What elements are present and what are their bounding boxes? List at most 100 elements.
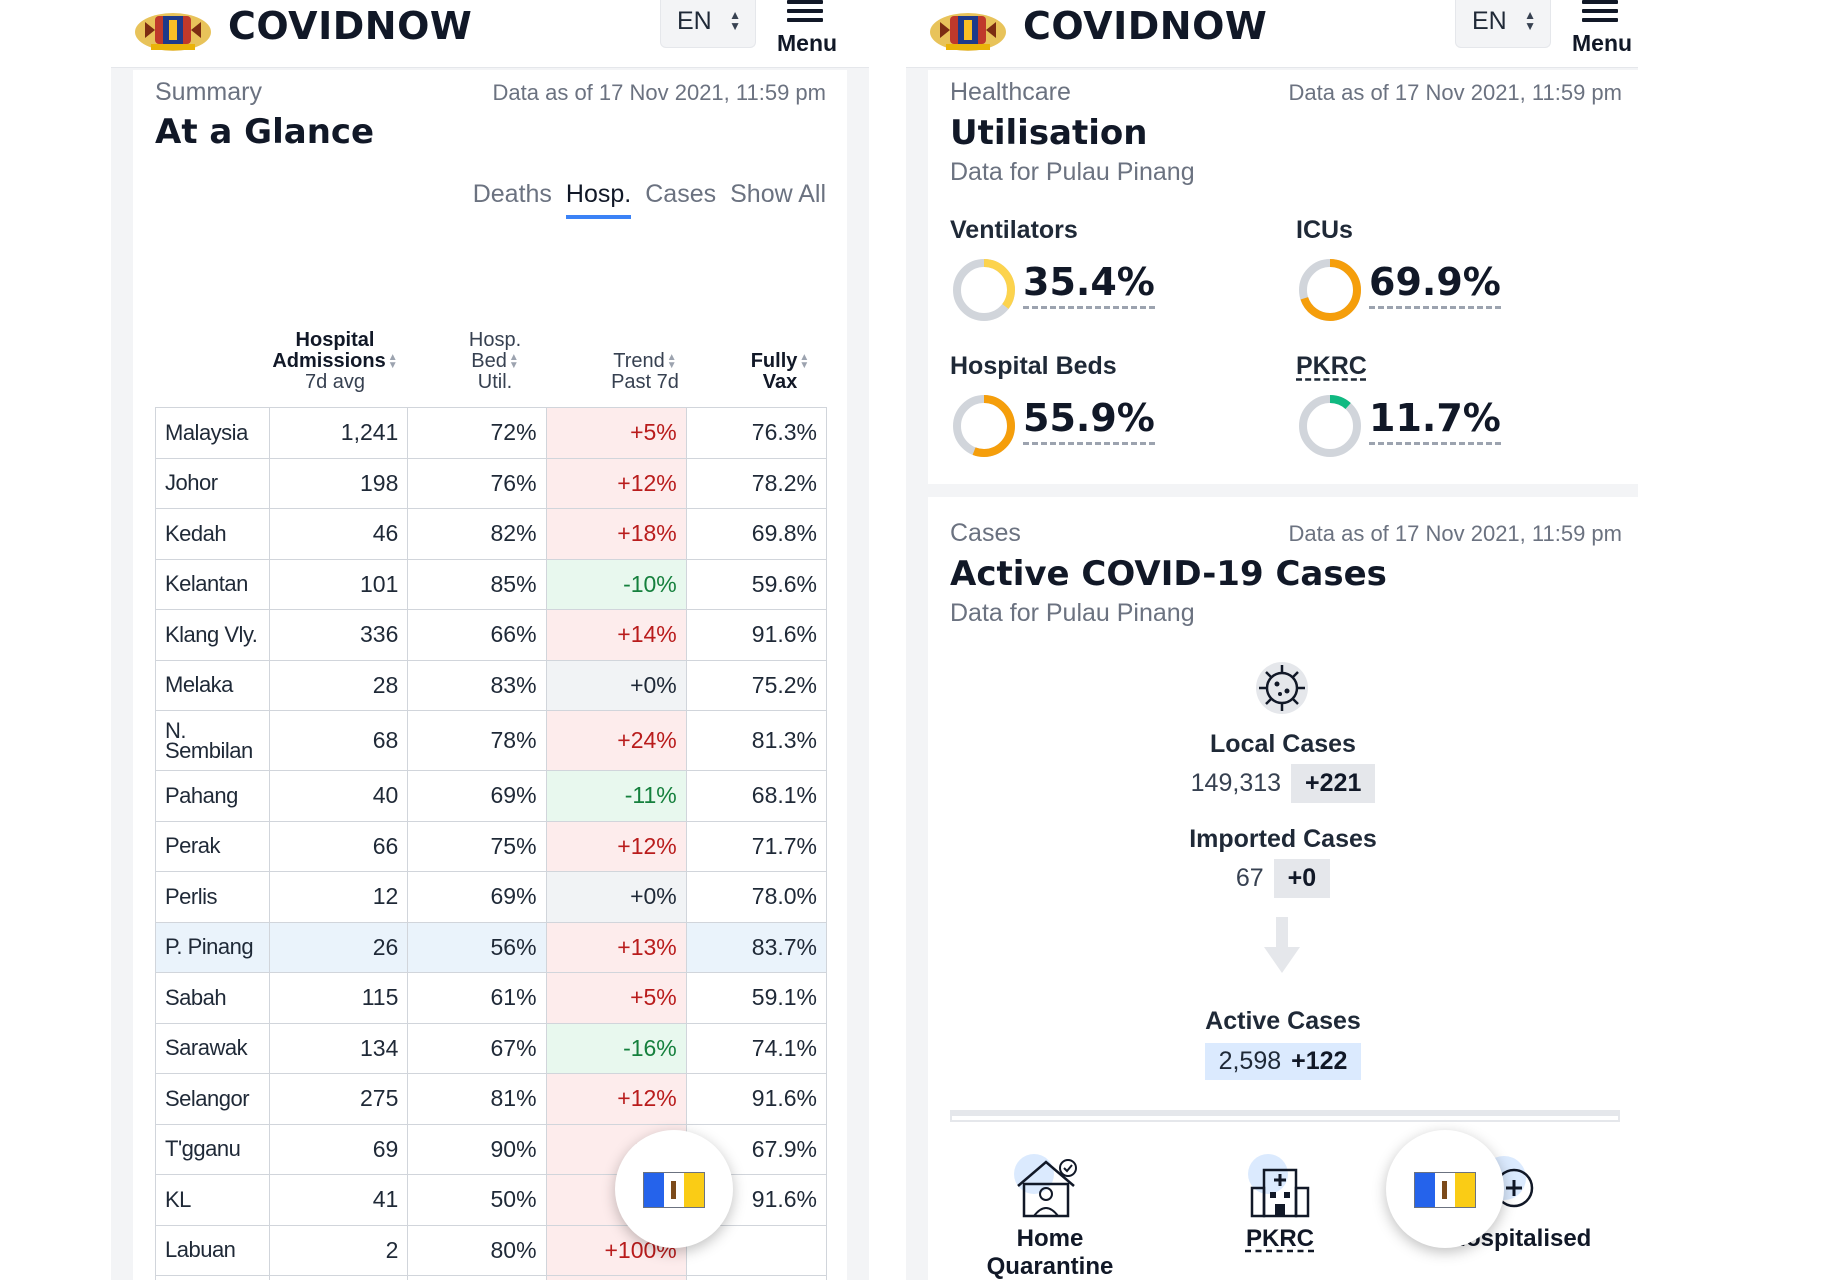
brand-name[interactable]: COVIDNOW xyxy=(1023,4,1268,48)
coat-of-arms-logo[interactable] xyxy=(133,2,213,52)
active-cases-pill: 2,598 +122 xyxy=(1204,1043,1362,1080)
hamburger-menu-icon[interactable] xyxy=(787,0,823,24)
admissions-cell: 198 xyxy=(269,457,409,509)
table-row[interactable]: Sabah 115 61% +5% 59.1% xyxy=(154,972,828,1024)
state-name-cell: Perak xyxy=(154,820,271,872)
table-row[interactable]: Perak 66 75% +12% 71.7% xyxy=(154,820,828,872)
col-header-trend[interactable]: Trend ▲ ▼ Past 7d xyxy=(611,350,679,393)
fully-vax-cell: 69.8% xyxy=(685,508,828,560)
table-row[interactable]: Kelantan 101 85% -10% 59.6% xyxy=(154,558,828,610)
language-select[interactable]: EN ▲ ▼ xyxy=(660,0,756,48)
state-name-cell: Selangor xyxy=(154,1073,271,1125)
table-row[interactable]: Putrajaya2148%+5% xyxy=(154,1275,828,1280)
language-value: EN xyxy=(677,7,712,35)
section-kicker: Cases xyxy=(950,519,1021,547)
language-select[interactable]: EN ▲ ▼ xyxy=(1455,0,1551,48)
home-quarantine-icon xyxy=(1014,1154,1077,1218)
top-navbar: COVIDNOW EN ▲ ▼ Menu xyxy=(111,0,869,68)
bed-util-cell: 72% xyxy=(407,407,547,459)
bed-util-cell: 76% xyxy=(407,457,547,509)
admissions-cell: 115 xyxy=(269,972,409,1024)
table-row[interactable]: Malaysia 1,241 72% +5% 76.3% xyxy=(154,407,828,459)
tab-show-all[interactable]: Show All xyxy=(730,180,826,208)
bed-util-cell: 48% xyxy=(407,1275,547,1280)
fully-vax-cell: 78.0% xyxy=(685,871,828,923)
brand-name[interactable]: COVIDNOW xyxy=(228,4,473,48)
table-row[interactable]: P. Pinang 26 56% +13% 83.7% xyxy=(154,921,828,973)
table-header: Hospital Admissions ▲ ▼ 7d avg Hosp. Bed ▲ ▼… xyxy=(155,258,825,398)
col-header-fully-vax[interactable]: Fully ▲ ▼ Vax xyxy=(750,350,810,393)
section-kicker: Healthcare xyxy=(950,78,1071,106)
metric-value-ventilators[interactable]: 35.4% xyxy=(1023,260,1155,309)
bed-util-cell: 69% xyxy=(407,871,547,923)
trend-cell: +5% xyxy=(545,972,687,1024)
home-quarantine-label[interactable]: Home Quarantine xyxy=(986,1225,1114,1280)
fully-vax-cell: 91.6% xyxy=(685,609,828,661)
col-header-admissions[interactable]: Hospital Admissions ▲ ▼ 7d avg xyxy=(272,329,398,393)
table-row[interactable]: Johor 198 76% +12% 78.2% xyxy=(154,457,828,509)
donut-fill xyxy=(953,395,1015,457)
fully-vax-cell: 78.2% xyxy=(685,457,828,509)
icus-donut xyxy=(1299,259,1361,321)
table-row[interactable]: Klang Vly. 336 66% +14% 91.6% xyxy=(154,609,828,661)
fully-vax-cell: 59.1% xyxy=(685,972,828,1024)
admissions-cell: 336 xyxy=(269,609,409,661)
menu-label[interactable]: Menu xyxy=(777,30,838,56)
bed-util-cell: 67% xyxy=(407,1022,547,1074)
top-navbar: COVIDNOW EN ▲ ▼ Menu xyxy=(906,0,1638,68)
state-flag-button[interactable] xyxy=(1386,1130,1504,1248)
tab-deaths[interactable]: Deaths xyxy=(472,180,552,208)
bed-util-cell: 69% xyxy=(407,770,547,822)
state-name-cell: KL xyxy=(154,1174,271,1226)
state-name-cell: N. Sembilan xyxy=(154,710,271,771)
data-as-of: Data as of 17 Nov 2021, 11:59 pm xyxy=(1288,521,1622,546)
metric-value-pkrc[interactable]: 11.7% xyxy=(1369,396,1501,445)
tab-cases[interactable]: Cases xyxy=(645,180,717,208)
metric-value-icus[interactable]: 69.9% xyxy=(1369,260,1501,309)
col-header-bed-util[interactable]: Hosp. Bed ▲ ▼ Util. xyxy=(468,329,522,393)
table-row[interactable]: Labuan 2 80% +100% xyxy=(154,1224,828,1276)
section-divider xyxy=(950,1110,1620,1122)
metric-value-hospital-beds[interactable]: 55.9% xyxy=(1023,396,1155,445)
table-row[interactable]: Selangor 275 81% +12% 91.6% xyxy=(154,1073,828,1125)
admissions-cell: 275 xyxy=(269,1073,409,1125)
state-name-cell: Putrajaya xyxy=(154,1275,271,1280)
fully-vax-cell: 75.2% xyxy=(685,659,828,711)
table-row[interactable]: Sarawak 134 67% -16% 74.1% xyxy=(154,1022,828,1074)
state-name-cell: Klang Vly. xyxy=(154,609,271,661)
table-row[interactable]: Pahang 40 69% -11% 68.1% xyxy=(154,770,828,822)
bed-util-cell: 80% xyxy=(407,1224,547,1276)
select-arrows-icon: ▲ ▼ xyxy=(1524,8,1536,33)
table-row[interactable]: N. Sembilan 68 78% +24% 81.3% xyxy=(154,710,828,771)
table-row[interactable]: Kedah 46 82% +18% 69.8% xyxy=(154,508,828,560)
admissions-cell: 2 xyxy=(269,1224,409,1276)
hospitalisation-table: Malaysia 1,241 72% +5% 76.3% Johor 198 76% +12% 7… xyxy=(154,407,828,1280)
table-row[interactable]: Melaka 28 83% +0% 75.2% xyxy=(154,659,828,711)
menu-label[interactable]: Menu xyxy=(1572,30,1633,56)
summary-card: Summary Data as of 17 Nov 2021, 11:59 pm… xyxy=(133,70,847,1280)
imported-cases-value: 67 xyxy=(1235,864,1264,892)
coat-of-arms-logo[interactable] xyxy=(928,2,1008,52)
state-name-cell: Sabah xyxy=(154,972,271,1024)
admissions-cell: 66 xyxy=(269,820,409,872)
donut-track xyxy=(1299,395,1361,457)
fully-vax-cell: 59.6% xyxy=(685,558,828,610)
state-flag-button[interactable] xyxy=(615,1130,733,1248)
filter-tabs: Deaths Hosp. Cases Show All xyxy=(473,180,826,219)
local-cases-label: Local Cases xyxy=(1210,730,1356,758)
donut-fill xyxy=(953,259,1015,321)
fully-vax-cell: 76.3% xyxy=(685,407,828,459)
section-title: Utilisation xyxy=(950,113,1148,153)
metric-label-hospital-beds: Hospital Beds xyxy=(950,352,1117,380)
sort-icon: ▲ ▼ xyxy=(666,351,677,371)
hamburger-menu-icon[interactable] xyxy=(1582,0,1618,24)
active-cases-row: 2,598 +122 xyxy=(928,1043,1638,1080)
admissions-cell: 1,241 xyxy=(269,407,409,459)
tab-hosp[interactable]: Hosp. xyxy=(565,180,632,219)
table-row[interactable]: Perlis 12 69% +0% 78.0% xyxy=(154,871,828,923)
metric-label-pkrc[interactable]: PKRC xyxy=(1296,352,1367,380)
pkrc-label[interactable]: PKRC xyxy=(1245,1225,1314,1252)
trend-cell: +5% xyxy=(545,1275,687,1280)
